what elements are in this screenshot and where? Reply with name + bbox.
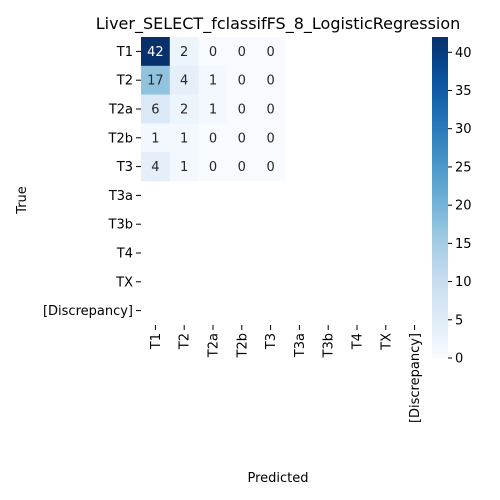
x-tick-label: T2b	[235, 333, 250, 358]
heatmap-cell	[169, 65, 199, 95]
x-axis-label: Predicted	[247, 471, 308, 486]
cell-value-label: 0	[209, 45, 217, 60]
cell-value-label: 1	[209, 74, 217, 89]
heatmap-cell	[141, 65, 171, 95]
colorbar-tick-label: 20	[455, 199, 472, 214]
colorbar-tick-label: 15	[455, 237, 472, 252]
heatmap-cell	[141, 123, 171, 153]
x-tick-label: T2a	[207, 333, 222, 358]
cell-value-label: 0	[238, 160, 246, 175]
heatmap-cell	[169, 152, 199, 182]
cell-value-label: 2	[180, 103, 188, 118]
heatmap-cell	[198, 123, 228, 153]
y-tick-label: T2	[116, 74, 133, 89]
colorbar-tick-label: 5	[455, 313, 463, 328]
colorbar-tick-label: 25	[455, 160, 472, 175]
heatmap-cell	[198, 37, 228, 67]
heatmap-cell	[198, 65, 228, 95]
cell-value-label: 0	[266, 131, 274, 146]
y-tick-label: T3	[116, 160, 133, 175]
x-tick-label: T1	[149, 333, 164, 350]
cell-value-label: 1	[180, 131, 188, 146]
cell-value-label: 4	[151, 160, 159, 175]
y-tick-label: T4	[116, 247, 133, 262]
y-tick-label: T3b	[108, 218, 133, 233]
y-tick-label: [Discrepancy]	[43, 304, 133, 319]
cell-value-label: 0	[209, 131, 217, 146]
heatmap-cell	[198, 152, 228, 182]
x-tick-labels: T1 T2 T2a T2b T3 T3a T3b T4 TX [Discrepancy]	[149, 325, 423, 423]
heatmap-cell	[227, 37, 257, 67]
cell-value-label: 0	[238, 103, 246, 118]
x-tick-label: T3	[264, 333, 279, 350]
heatmap-cell	[256, 123, 286, 153]
heatmap-cell	[198, 94, 228, 124]
cell-value-label: 6	[151, 103, 159, 118]
cell-value-label: 0	[238, 74, 246, 89]
colorbar: 0 5 10 15 20 25 30 35 40	[432, 37, 472, 367]
cell-value-label: 17	[147, 74, 164, 89]
x-tick-label: [Discrepancy]	[408, 333, 423, 423]
cell-value-label: 42	[147, 45, 164, 60]
cell-value-label: 0	[266, 74, 274, 89]
heatmap-cell	[256, 37, 286, 67]
heatmap-cell	[169, 37, 199, 67]
heatmap-cell	[256, 152, 286, 182]
x-tick-label: T2	[178, 333, 193, 350]
colorbar-tick-label: 0	[455, 352, 463, 367]
colorbar-tick-label: 40	[455, 46, 472, 61]
heatmap-cell	[227, 123, 257, 153]
cell-value-label: 0	[266, 103, 274, 118]
cell-value-label: 0	[266, 160, 274, 175]
heatmap-cell	[141, 37, 171, 67]
cell-value-label: 2	[180, 45, 188, 60]
y-axis-label: True	[15, 186, 30, 215]
heatmap-cell	[227, 65, 257, 95]
heatmap-cell	[256, 65, 286, 95]
heatmap-cells: 42 2 0 0 0 17 4 1 0 0 6 2 1 0 0 1 1 0 0 0 4 1 0 0 0	[141, 37, 286, 182]
x-tick-label: T3a	[293, 333, 308, 358]
heatmap-cell	[141, 94, 171, 124]
y-tick-label: TX	[115, 275, 133, 290]
y-tick-labels: T1 T2 T2a T2b T3 T3a T3b T4 TX [Discrepancy]	[43, 45, 141, 319]
cell-value-label: 1	[180, 160, 188, 175]
chart-title: Liver_SELECT_fclassifFS_8_LogisticRegres…	[96, 14, 461, 34]
cell-value-label: 4	[180, 74, 188, 89]
colorbar-tick-label: 35	[455, 84, 472, 99]
cell-value-label: 0	[209, 160, 217, 175]
x-tick-label: TX	[379, 333, 394, 351]
cell-value-label: 1	[151, 131, 159, 146]
x-tick-label: T4	[351, 333, 366, 350]
cell-value-label: 1	[209, 103, 217, 118]
y-tick-label: T3a	[108, 189, 133, 204]
heatmap-cell	[256, 94, 286, 124]
heatmap-cell	[169, 123, 199, 153]
heatmap-cell	[141, 152, 171, 182]
colorbar-tick-label: 10	[455, 275, 472, 290]
heatmap-cell	[227, 94, 257, 124]
colorbar-gradient	[432, 37, 448, 358]
cell-value-label: 0	[238, 45, 246, 60]
y-tick-label: T2a	[108, 103, 133, 118]
colorbar-tick-label: 30	[455, 122, 472, 137]
cell-value-label: 0	[238, 131, 246, 146]
heatmap-cell	[227, 152, 257, 182]
cell-value-label: 0	[266, 45, 274, 60]
y-tick-label: T2b	[108, 131, 133, 146]
x-tick-label: T3b	[322, 333, 337, 358]
y-tick-label: T1	[116, 45, 133, 60]
heatmap-cell	[169, 94, 199, 124]
colorbar-ticks: 0 5 10 15 20 25 30 35 40	[448, 46, 472, 367]
